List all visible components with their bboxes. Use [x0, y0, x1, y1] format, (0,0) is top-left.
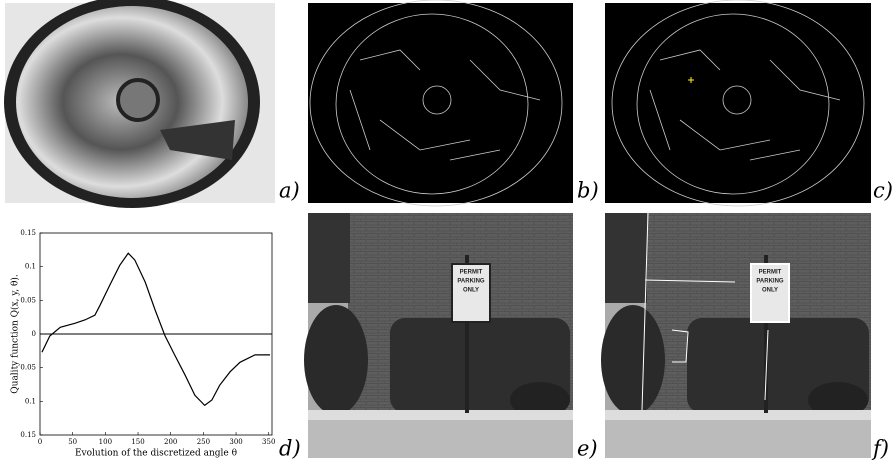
x-axis-label: Evolution of the discretized angle θ	[75, 449, 237, 459]
sign-text: ONLY	[463, 288, 479, 294]
sign-text: PARKING	[756, 279, 784, 285]
x-tick-label: 150	[131, 438, 144, 446]
sign-text: PERMIT	[759, 270, 782, 276]
street-image	[601, 213, 871, 458]
y-tick-label: 0.05	[20, 296, 36, 304]
y-tick-label: 0.1	[25, 263, 36, 271]
fisheye-image	[4, 0, 275, 208]
x-tick-label: 350	[262, 438, 275, 446]
y-tick-label: 0	[32, 330, 36, 338]
street-image	[304, 213, 573, 458]
y-axis-label: Quality function Q(x, y, θ).	[10, 274, 21, 394]
edge-image	[308, 0, 573, 206]
panel-label: a)	[279, 179, 300, 203]
data-line	[42, 253, 270, 405]
x-tick-label: 100	[99, 438, 112, 446]
panel-label: c)	[873, 179, 893, 203]
figure: PERMIT PARKING ONLY PERMIT PARKING ONLY …	[0, 0, 896, 468]
sign-text: PARKING	[457, 279, 485, 285]
y-tick-label: 0.05	[20, 364, 36, 372]
y-tick-label: 0.1	[25, 397, 36, 405]
y-tick-label: 0.15	[20, 431, 36, 439]
panel-label: e)	[577, 437, 598, 461]
panel-label: b)	[577, 179, 599, 203]
x-tick-label: 300	[229, 438, 242, 446]
x-tick-label: 50	[68, 438, 77, 446]
x-tick-label: 250	[197, 438, 210, 446]
sign-text: ONLY	[762, 288, 778, 294]
edge-image	[605, 0, 871, 206]
panel-label: f)	[871, 437, 889, 461]
y-tick-label: 0.15	[20, 229, 36, 237]
x-tick-label: 0	[38, 438, 42, 446]
sign-text: PERMIT	[460, 270, 483, 276]
x-tick-label: 200	[164, 438, 177, 446]
panel-label: d)	[279, 437, 301, 461]
